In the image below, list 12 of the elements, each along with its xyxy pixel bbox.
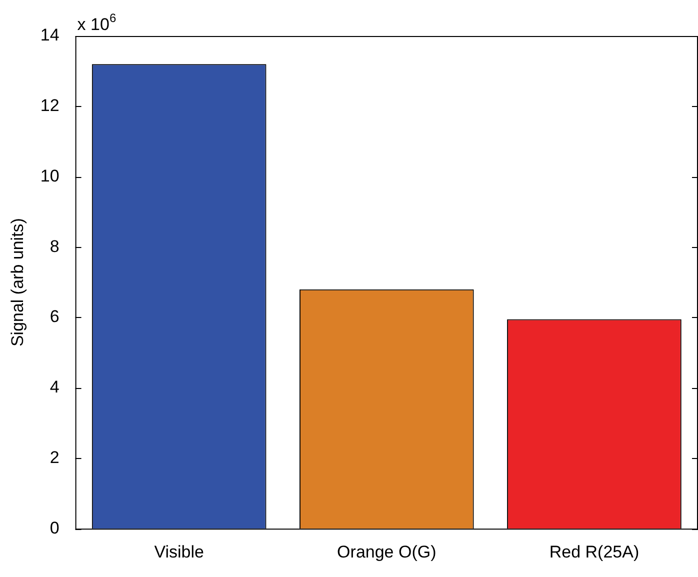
y-tick-label: 8 (50, 236, 60, 256)
y-axis-title: Signal (arb units) (8, 218, 27, 347)
y-tick-label: 14 (40, 26, 60, 45)
y-tick-label: 12 (40, 96, 60, 116)
y-tick-label: 4 (50, 378, 60, 397)
x-tick-label: Visible (154, 542, 204, 562)
y-tick-label: 10 (40, 166, 60, 186)
y-tick-label: 6 (50, 307, 60, 326)
x-tick-label: Orange O(G) (337, 542, 436, 562)
y-tick-label: 0 (50, 518, 60, 538)
x-tick-label: Red R(25A) (549, 542, 640, 562)
y-tick-label: 2 (50, 448, 60, 467)
